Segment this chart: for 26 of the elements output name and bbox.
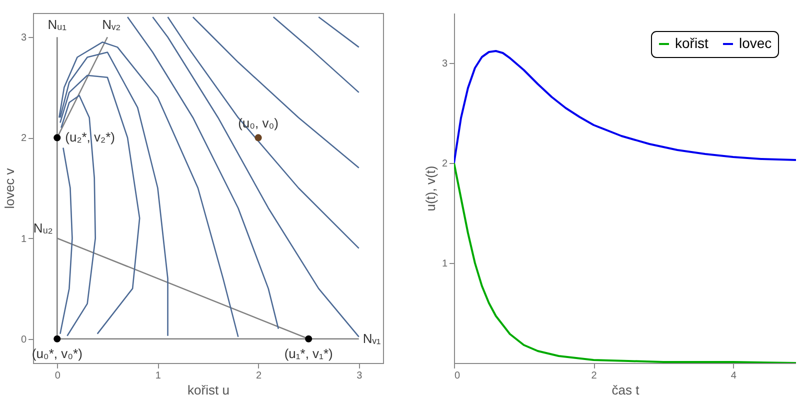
annotation: Nᵤ₁	[48, 17, 68, 32]
annotation: (u₂*, v₂*)	[65, 130, 115, 145]
y-tick-label: 1	[442, 258, 448, 270]
y-tick-label: 0	[20, 334, 27, 346]
y-tick-label: 2	[20, 133, 27, 144]
annotation: Nᵥ₁	[362, 330, 382, 346]
x-tick-label: 3	[356, 370, 363, 382]
y-tick-label: 2	[442, 158, 448, 170]
annotation: Nᵥ₂	[102, 17, 121, 32]
y-axis-title: lovec v	[2, 168, 17, 209]
x-axis-title: kořist u	[188, 382, 230, 398]
x-tick-label: 4	[730, 370, 737, 382]
legend-label: kořist	[675, 35, 709, 51]
x-tick-label: 2	[591, 370, 598, 382]
x-tick-label: 2	[256, 370, 262, 382]
x-tick-label: 1	[155, 370, 162, 382]
y-tick-label: 1	[20, 234, 27, 245]
x-axis-title: čas t	[612, 382, 640, 398]
legend-label: lovec	[739, 35, 772, 51]
y-axis-title: u(t), v(t)	[422, 166, 438, 212]
y-tick-label: 3	[442, 58, 448, 70]
x-tick-label: 0	[54, 370, 61, 382]
y-tick-label: 3	[20, 32, 27, 44]
x-tick-label: 0	[454, 370, 460, 382]
annotation: (u₁*, v₁*)	[284, 346, 333, 361]
annotation: Nᵤ₂	[33, 220, 53, 236]
